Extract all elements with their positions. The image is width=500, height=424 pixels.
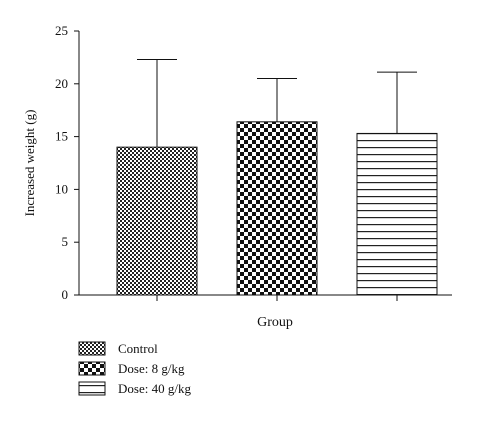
bars [116,121,438,296]
legend: Control Dose: 8 g/kg Dose: 40 g/kg [78,341,191,396]
bar [116,146,198,296]
legend-label: Control [118,341,158,356]
legend-swatch [78,361,106,376]
y-axis-label: Increased weight (g) [22,110,37,217]
legend-label: Dose: 40 g/kg [118,381,191,396]
y-tick-label: 5 [62,234,69,249]
y-tick-label: 25 [55,23,68,38]
x-axis-label: Group [257,315,293,330]
legend-label: Dose: 8 g/kg [118,361,185,376]
y-tick-label: 0 [62,287,69,302]
y-tick-label: 10 [55,181,68,196]
bar [236,121,318,296]
x-axis-ticks [156,295,398,301]
y-tick-label: 15 [55,129,68,144]
y-tick-label: 20 [55,76,68,91]
legend-swatch [78,381,106,396]
error-bars [137,59,417,148]
y-axis-ticks: 0 5 10 15 20 25 [55,23,79,302]
bar [356,132,438,296]
legend-swatch [78,341,106,356]
